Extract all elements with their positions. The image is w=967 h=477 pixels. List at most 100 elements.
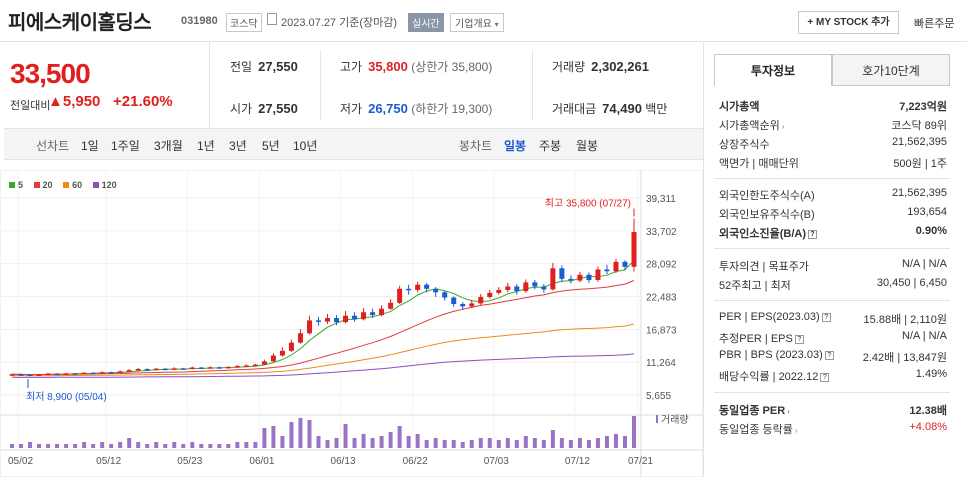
- market-cap-row: 시가총액 7,223억원: [719, 98, 947, 116]
- company-info-label: 기업개요: [455, 19, 492, 30]
- candle-chart-label: 봉차트: [459, 139, 493, 153]
- chevron-right-icon[interactable]: ›: [787, 407, 790, 416]
- volume-bar: [496, 440, 501, 448]
- div-value: 1.49%: [915, 368, 947, 380]
- volume-bar: [199, 444, 204, 448]
- candle-body: [198, 367, 204, 370]
- candle-body: [496, 289, 502, 293]
- tab-investment-info[interactable]: 투자정보: [714, 54, 832, 86]
- candle-body: [171, 368, 177, 370]
- candle-body: [334, 318, 340, 323]
- info-icon[interactable]: ?: [824, 351, 834, 360]
- candle-body: [541, 286, 547, 290]
- candle-body: [99, 372, 105, 374]
- candle-body: [406, 288, 412, 291]
- candle-body: [379, 308, 385, 316]
- week52-row: 52주최고 | 최저 30,450 | 6,450: [719, 277, 947, 295]
- amount-value: 74,490: [602, 101, 642, 116]
- stock-header: 피에스케이홀딩스 031980 코스닥 2023.07.27 기준(장마감) 실…: [0, 0, 967, 42]
- candle-body: [9, 374, 15, 376]
- volume-bar: [190, 442, 195, 448]
- volume-bar: [100, 442, 105, 448]
- candle-body: [523, 282, 529, 292]
- candle-body: [604, 269, 610, 272]
- period-1y[interactable]: 1년: [197, 139, 215, 153]
- legend-label: 120: [101, 180, 117, 190]
- chart-toolbar: 선차트 1일 1주일 3개월 1년 3년 5년 10년 봉차트 일봉 주봉 월봉: [4, 128, 703, 160]
- volume-bar: [559, 438, 564, 448]
- info-icon[interactable]: ?: [794, 335, 804, 344]
- volume-cell: 거래량 2,302,261: [552, 58, 649, 75]
- amount-label: 거래대금: [552, 102, 597, 116]
- info-icon[interactable]: ?: [808, 230, 817, 239]
- legend-item: 20: [33, 180, 53, 190]
- add-mystock-button[interactable]: + MY STOCK 추가: [798, 11, 899, 34]
- foreign-hold-label: 외국인보유주식수(B): [719, 209, 815, 221]
- price-change-pct: +21.60%: [113, 93, 173, 110]
- opinion-label: 투자의견 | 목표주가: [719, 261, 809, 273]
- candle-body: [225, 366, 231, 369]
- open-label: 시가: [230, 102, 253, 116]
- period-3y[interactable]: 3년: [229, 139, 247, 153]
- period-5y[interactable]: 5년: [262, 139, 280, 153]
- volume-bar: [28, 442, 33, 448]
- price-chart[interactable]: 39,311 33,702 28,092 22,483 16,873 11,264 5,65…: [0, 170, 703, 477]
- foreign-hold-row: 외국인보유주식수(B) 193,654: [719, 206, 947, 224]
- pbr-row: PBR | BPS (2023.03)? 2.42배 | 13,847원: [719, 349, 947, 367]
- divider: [714, 300, 950, 301]
- legend-swatch: [92, 182, 99, 188]
- candle-body: [532, 282, 538, 287]
- low-cell: 저가 26,750 (하한가 19,300): [340, 100, 492, 117]
- candle-body: [352, 315, 358, 320]
- y-tick-label: 39,311: [646, 194, 676, 205]
- period-10y[interactable]: 10년: [293, 139, 318, 153]
- volume-bar: [523, 436, 528, 448]
- info-icon[interactable]: ?: [821, 313, 831, 322]
- price-panel: 33,500 전일대비 ▲5,950 +21.60%: [0, 42, 210, 128]
- div-label: 배당수익률 | 2022.12: [719, 371, 819, 383]
- volume-bar: [109, 444, 114, 448]
- legend-item: 60: [63, 180, 82, 190]
- per-row: PER | EPS(2023.03)? 15.88배 | 2,110원: [719, 311, 947, 329]
- prev-close-value: 27,550: [258, 59, 298, 74]
- candle-body: [433, 288, 439, 293]
- period-1d[interactable]: 1일: [81, 139, 99, 153]
- sector-per-label: 동일업종 PER: [719, 405, 786, 417]
- candle-monthly[interactable]: 월봉: [576, 139, 599, 153]
- info-icon[interactable]: ?: [820, 373, 830, 382]
- candle-body: [45, 373, 51, 376]
- legend-label: 20: [42, 180, 53, 190]
- tab-order-book[interactable]: 호가10단계: [832, 54, 950, 86]
- volume-bar: [433, 438, 438, 448]
- foreign-ratio-value: 0.90%: [915, 225, 947, 237]
- quick-order-link[interactable]: 빠른주문: [914, 18, 955, 30]
- volume-bar: [19, 444, 24, 448]
- realtime-button[interactable]: 실시간: [408, 13, 444, 32]
- chart-legend: 5 20 60 120: [9, 180, 125, 190]
- candle-body: [180, 368, 186, 370]
- volume-bar: [280, 436, 285, 448]
- period-1w[interactable]: 1주일: [111, 139, 140, 153]
- candle-body: [505, 286, 511, 290]
- company-info-dropdown[interactable]: 기업개요 ▾: [450, 13, 504, 32]
- week52-value: 30,450 | 6,450: [876, 277, 947, 289]
- volume-bar: [460, 442, 465, 448]
- candle-body: [361, 312, 367, 320]
- legend-swatch: [9, 182, 15, 188]
- par-value: 500원 | 1주: [893, 158, 947, 170]
- chevron-down-icon: ▾: [494, 20, 499, 29]
- candle-body: [559, 268, 565, 279]
- volume-legend-swatch: [656, 415, 658, 423]
- period-3m[interactable]: 3개월: [154, 139, 183, 153]
- prev-compare-label: 전일대비: [10, 100, 51, 112]
- candle-body: [469, 303, 475, 307]
- market-cap-rank-link[interactable]: 시가총액순위 ›: [719, 117, 784, 133]
- candle-daily[interactable]: 일봉: [504, 139, 527, 153]
- candle-body: [54, 373, 60, 376]
- candle-weekly[interactable]: 주봉: [539, 139, 562, 153]
- volume-bar: [226, 444, 231, 448]
- chevron-right-icon[interactable]: ›: [794, 426, 798, 435]
- foreign-ratio-label: 외국인소진율(B/A)?: [719, 225, 817, 241]
- volume-bar: [46, 444, 51, 448]
- volume-bar: [632, 416, 636, 448]
